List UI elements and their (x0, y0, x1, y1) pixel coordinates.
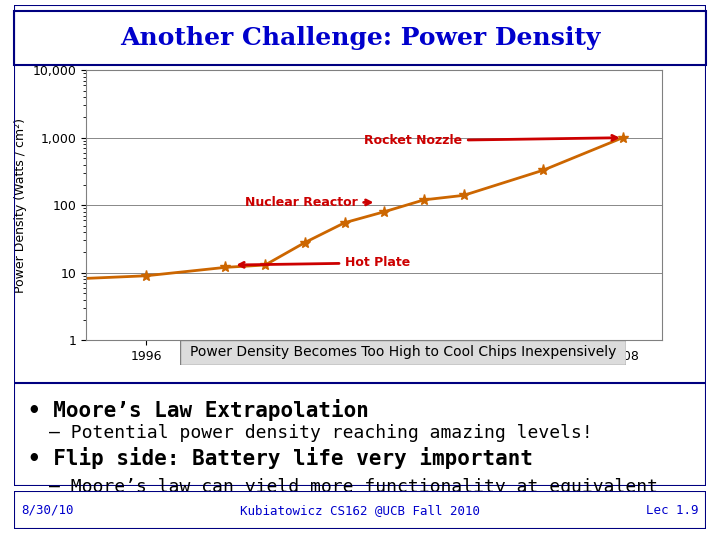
Text: Power Density Becomes Too High to Cool Chips Inexpensively: Power Density Becomes Too High to Cool C… (190, 346, 616, 359)
Text: Nuclear Reactor: Nuclear Reactor (246, 196, 371, 209)
FancyBboxPatch shape (180, 340, 626, 364)
Text: • Moore’s Law Extrapolation: • Moore’s Law Extrapolation (28, 399, 369, 421)
FancyBboxPatch shape (14, 11, 706, 65)
Text: Rocket Nozzle: Rocket Nozzle (364, 134, 617, 147)
Text: 8/30/10: 8/30/10 (22, 504, 74, 517)
FancyBboxPatch shape (14, 491, 706, 529)
Text: Another Challenge: Power Density: Another Challenge: Power Density (120, 26, 600, 50)
Text: • Flip side: Battery life very important: • Flip side: Battery life very important (28, 447, 534, 469)
Text: – Potential power density reaching amazing levels!: – Potential power density reaching amazi… (49, 424, 593, 442)
Text: Hot Plate: Hot Plate (239, 256, 410, 269)
Text: – Moore’s law can yield more functionality at equivalent
   (or less) total ener: – Moore’s law can yield more functionali… (49, 478, 658, 517)
FancyBboxPatch shape (14, 383, 706, 486)
Text: Lec 1.9: Lec 1.9 (646, 504, 698, 517)
Text: Kubiatowicz CS162 @UCB Fall 2010: Kubiatowicz CS162 @UCB Fall 2010 (240, 504, 480, 517)
Y-axis label: Power Density (Watts / cm²): Power Density (Watts / cm²) (14, 118, 27, 293)
